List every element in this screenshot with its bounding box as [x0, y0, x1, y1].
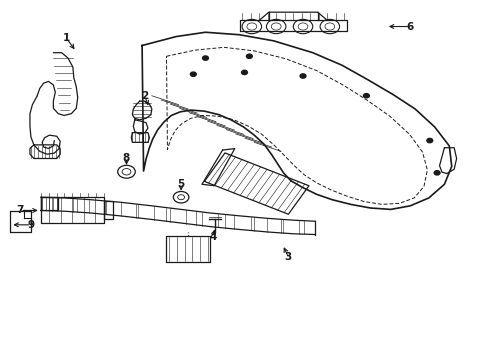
- Circle shape: [190, 72, 196, 76]
- Circle shape: [433, 171, 439, 175]
- Circle shape: [202, 56, 208, 60]
- Text: 4: 4: [209, 232, 216, 242]
- Text: 3: 3: [284, 252, 291, 262]
- Text: 8: 8: [122, 153, 130, 163]
- Circle shape: [246, 54, 252, 58]
- Circle shape: [241, 70, 247, 75]
- Text: 2: 2: [141, 91, 148, 101]
- Circle shape: [363, 94, 368, 98]
- Circle shape: [426, 138, 432, 143]
- Text: 7: 7: [17, 206, 24, 216]
- Circle shape: [300, 74, 305, 78]
- Text: 9: 9: [28, 220, 35, 230]
- Text: 1: 1: [63, 33, 70, 43]
- Text: 5: 5: [177, 179, 184, 189]
- Text: 6: 6: [406, 22, 413, 32]
